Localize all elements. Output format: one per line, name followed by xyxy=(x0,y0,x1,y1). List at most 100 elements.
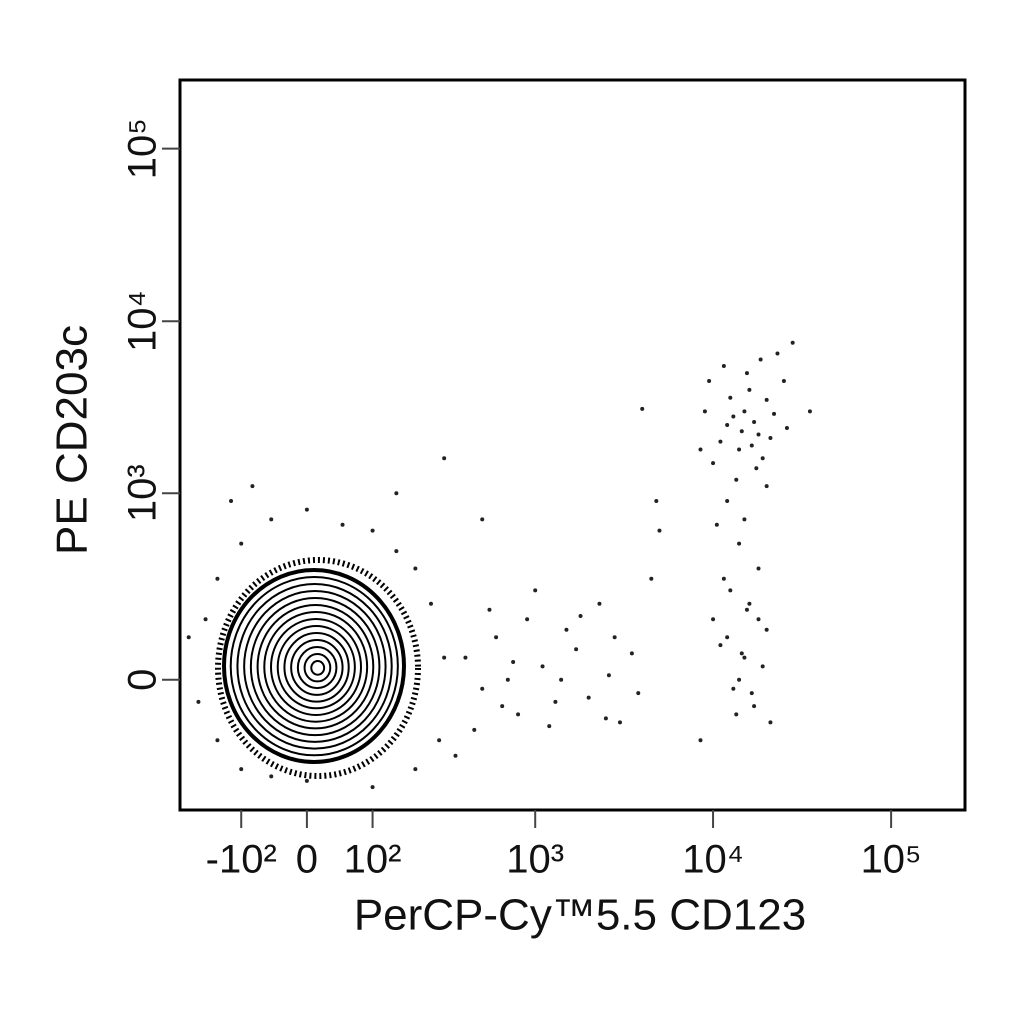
event-dot xyxy=(752,704,757,709)
event-dot xyxy=(196,699,201,704)
event-dot xyxy=(629,651,634,656)
event-dot xyxy=(564,627,569,632)
event-dot xyxy=(533,588,538,593)
event-dot xyxy=(239,767,244,772)
event-dot xyxy=(540,664,545,669)
event-dot xyxy=(718,643,723,648)
contour-ring xyxy=(310,660,326,676)
event-dot xyxy=(413,767,418,772)
event-dot xyxy=(640,406,645,411)
x-tick-label: 0 xyxy=(296,838,318,882)
event-dot xyxy=(480,686,485,691)
event-dot xyxy=(269,517,274,522)
x-tick-label: 10³ xyxy=(506,838,564,882)
contour-ring xyxy=(256,604,375,730)
event-dot xyxy=(707,379,712,384)
event-dot xyxy=(636,691,641,696)
event-dot xyxy=(516,712,521,717)
event-dot xyxy=(768,436,773,441)
contour-halo xyxy=(215,557,421,779)
event-dot xyxy=(731,686,736,691)
event-dot xyxy=(463,655,468,660)
event-dot xyxy=(731,414,736,419)
event-dot xyxy=(714,522,719,527)
event-dot xyxy=(737,447,742,452)
event-dot xyxy=(768,720,773,725)
event-dot xyxy=(728,395,733,400)
event-dot xyxy=(606,673,611,678)
event-dot xyxy=(790,340,795,345)
event-dot xyxy=(764,627,769,632)
contour-ring xyxy=(270,618,362,716)
event-dot xyxy=(203,617,208,622)
event-dot xyxy=(747,601,752,606)
event-dot xyxy=(586,695,591,700)
contour-rings xyxy=(215,557,421,779)
event-dot xyxy=(739,429,744,434)
event-dot xyxy=(756,432,761,437)
x-tick-label: 10² xyxy=(344,838,402,882)
event-dot xyxy=(597,601,602,606)
event-dot xyxy=(437,738,442,743)
event-dot xyxy=(721,363,726,368)
event-dot xyxy=(744,607,749,612)
event-dot xyxy=(505,677,510,682)
event-dot xyxy=(807,409,812,414)
event-dot xyxy=(781,379,786,384)
contour-ring xyxy=(222,568,406,764)
event-dot xyxy=(487,607,492,612)
plot-frame xyxy=(178,78,967,812)
event-dot xyxy=(525,617,530,622)
event-dot xyxy=(215,576,220,581)
event-dot xyxy=(428,601,433,606)
event-dot xyxy=(749,691,754,696)
event-dot xyxy=(394,549,399,554)
event-dot xyxy=(725,635,730,640)
event-dot xyxy=(500,704,505,709)
event-dot xyxy=(603,716,608,721)
event-dot xyxy=(649,576,654,581)
event-dot xyxy=(472,727,477,732)
y-axis-title: PE CD203c xyxy=(48,325,97,555)
event-dot xyxy=(737,541,742,546)
event-dot xyxy=(725,422,730,427)
event-dot xyxy=(742,655,747,660)
event-dot xyxy=(304,507,309,512)
y-tick-label: 10⁵ xyxy=(121,118,165,179)
event-dot xyxy=(494,635,499,640)
event-dot xyxy=(511,660,516,665)
event-dot xyxy=(764,484,769,489)
event-dot xyxy=(394,491,399,496)
event-dot xyxy=(370,785,375,790)
event-dot xyxy=(739,651,744,656)
contour-ring xyxy=(229,576,399,757)
event-dot xyxy=(775,351,780,356)
x-tick-label: -10² xyxy=(206,838,277,882)
event-dot xyxy=(756,617,761,622)
event-dot xyxy=(737,677,742,682)
event-dot xyxy=(698,738,703,743)
event-dot xyxy=(721,576,726,581)
event-dot xyxy=(304,778,309,783)
event-dot xyxy=(340,522,345,527)
contour-ring xyxy=(283,632,350,703)
contour-ring xyxy=(243,590,387,743)
event-dot xyxy=(229,498,234,503)
contour-ring xyxy=(296,646,338,690)
contour-ring xyxy=(276,625,356,710)
event-dot xyxy=(728,588,733,593)
contour-ring xyxy=(236,583,393,750)
event-dot xyxy=(760,664,765,669)
event-dot xyxy=(453,753,458,758)
event-dot xyxy=(764,397,769,402)
event-dot xyxy=(654,498,659,503)
event-dot xyxy=(772,411,777,416)
event-dot xyxy=(617,720,622,725)
event-dot xyxy=(744,371,749,376)
event-dot xyxy=(784,426,789,431)
event-dot xyxy=(442,655,447,660)
event-dot xyxy=(553,699,558,704)
event-dot xyxy=(442,456,447,461)
event-dot xyxy=(269,774,274,779)
